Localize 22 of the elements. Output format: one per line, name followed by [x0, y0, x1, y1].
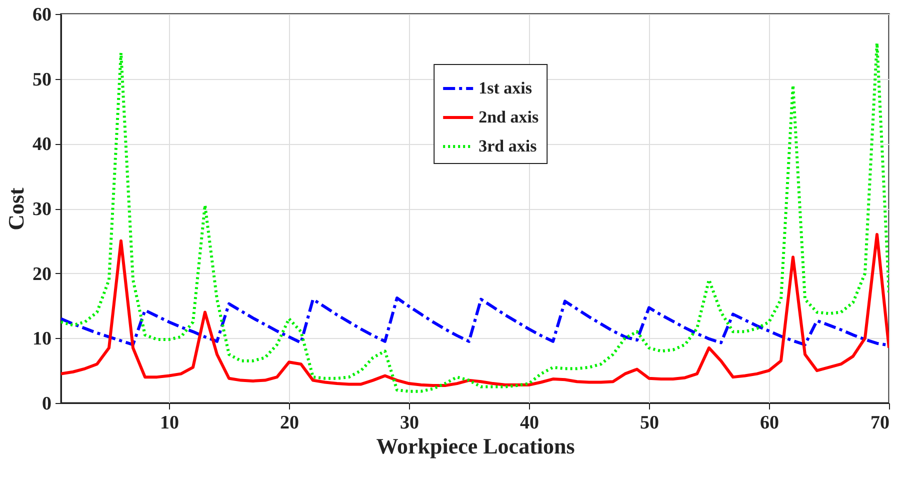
x-tick-label: 40: [520, 412, 539, 434]
x-tick-label: 20: [280, 412, 299, 434]
y-tick-label: 60: [32, 4, 52, 26]
y-tick-label: 10: [32, 328, 52, 350]
y-tick-label: 20: [32, 264, 52, 285]
x-tick-label: 30: [400, 412, 419, 434]
line-series: [61, 232, 889, 387]
y-tick-label: 0: [42, 394, 52, 414]
legend-label: 1st axis: [478, 78, 532, 98]
y-axis-title: Cost: [4, 186, 28, 230]
line-series: [61, 296, 889, 347]
x-axis-title: Workpiece Locations: [376, 434, 576, 458]
line-series: [61, 42, 889, 393]
y-tick-label: 40: [32, 134, 52, 156]
x-tick-label: 70: [870, 412, 890, 434]
x-tick-label: 10: [160, 412, 179, 434]
legend-label: 3rd axis: [478, 136, 538, 156]
x-tick-label: 50: [640, 412, 659, 434]
y-tick-label: 50: [32, 69, 52, 90]
legend-label: 2nd axis: [478, 108, 539, 126]
x-tick-label: 60: [760, 412, 779, 434]
y-tick-label: 30: [32, 199, 52, 220]
